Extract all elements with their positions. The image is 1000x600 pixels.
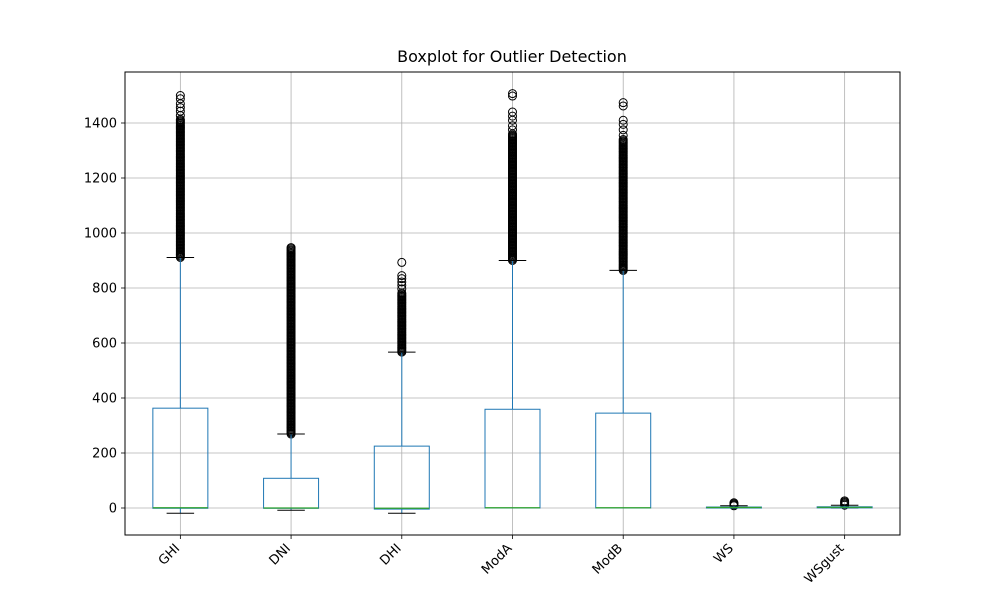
flier-point <box>175 94 185 104</box>
flier-point <box>397 271 407 281</box>
flier-point <box>618 135 628 144</box>
flier-point <box>175 106 185 116</box>
flier-point <box>508 89 517 99</box>
flier-point <box>508 91 517 101</box>
flier-point <box>508 121 517 131</box>
flier-point <box>618 130 628 140</box>
y-tick-label: 200 <box>92 447 117 462</box>
flier-point <box>397 284 407 294</box>
x-tick-label: ModB <box>590 541 626 577</box>
x-tick-label: DNI <box>267 541 294 568</box>
flier-point <box>618 125 628 135</box>
box-body <box>373 445 430 510</box>
flier-point <box>508 111 517 121</box>
y-tick-label: 400 <box>92 392 117 407</box>
x-tick-label: ModA <box>479 541 515 577</box>
x-tick-label: WS <box>711 541 737 567</box>
y-tick-label: 600 <box>92 337 117 352</box>
flier-point <box>286 243 296 253</box>
y-tick-label: 1000 <box>84 227 117 242</box>
chart-title: Boxplot for Outlier Detection <box>397 47 627 66</box>
x-tick-label: DHI <box>377 541 404 568</box>
flier-point <box>175 103 185 113</box>
flier-point <box>618 119 628 129</box>
flier-point <box>618 101 628 111</box>
flier-point <box>175 91 185 100</box>
y-tick-label: 800 <box>92 282 117 297</box>
flier-point <box>508 125 517 135</box>
flier-point <box>397 277 407 287</box>
x-tick-label: GHI <box>156 541 183 568</box>
flier-point <box>397 257 407 267</box>
plot-frame <box>124 71 901 536</box>
flier-point <box>397 274 407 284</box>
y-tick-label: 1200 <box>84 172 117 187</box>
flier-point <box>508 107 517 117</box>
y-tick-label: 1400 <box>84 117 117 132</box>
flier-point <box>397 280 407 290</box>
y-tick-label: 0 <box>109 502 117 517</box>
flier-point <box>618 115 628 125</box>
x-tick-label: WSgust <box>802 541 848 587</box>
flier-point <box>618 98 628 108</box>
